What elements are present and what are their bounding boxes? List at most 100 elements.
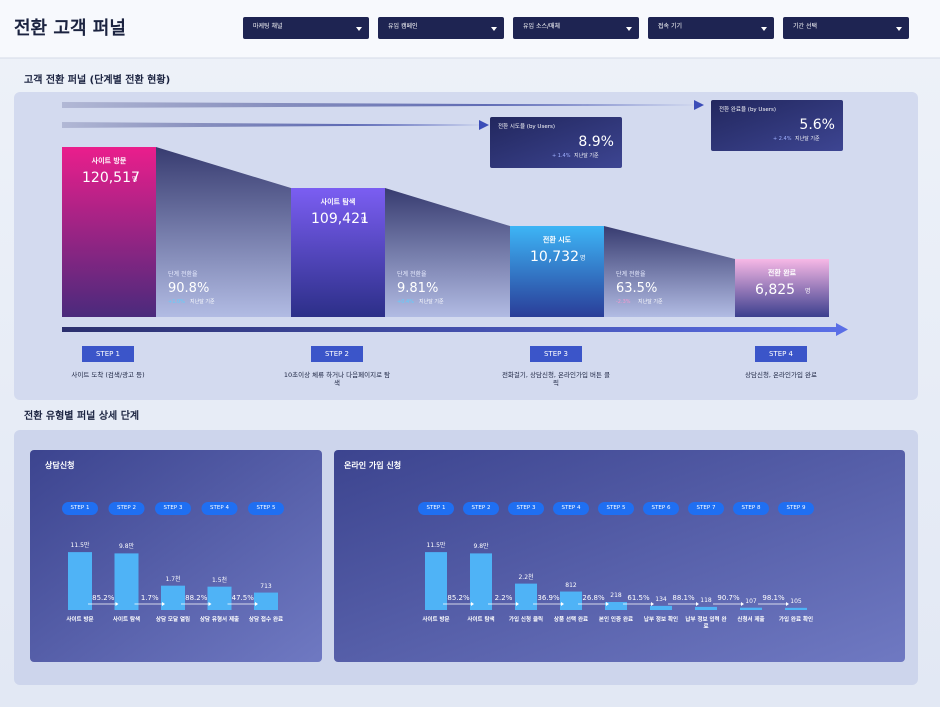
rate-label: 88.2% xyxy=(185,594,208,602)
filter-dropdown[interactable] xyxy=(378,17,504,39)
funnel-stage xyxy=(291,188,385,317)
funnel-stage xyxy=(62,147,156,317)
bar xyxy=(605,602,627,610)
step-pill xyxy=(733,502,769,515)
arrow-head xyxy=(561,602,564,606)
rate-change: +1.0% xyxy=(168,299,185,305)
step-label: STEP 4 xyxy=(561,505,581,511)
value-label: 218 xyxy=(610,592,622,600)
filter-dropdown[interactable] xyxy=(243,17,369,39)
arrow-head xyxy=(694,100,704,110)
step-label: STEP 4 xyxy=(210,505,229,511)
rate-label: 2.2% xyxy=(494,594,513,602)
rate-label: 단계 전환율 xyxy=(616,271,646,278)
funnel-wedge xyxy=(156,147,291,317)
step-label: STEP 1 xyxy=(95,350,121,358)
value-label: 713 xyxy=(260,582,272,590)
filter-label[interactable]: 기간 선택 xyxy=(793,23,817,30)
step-pill xyxy=(643,502,679,515)
value-label: 2.2천 xyxy=(518,573,534,581)
filter-dropdown[interactable] xyxy=(783,17,909,39)
arrow-head xyxy=(255,602,258,606)
step-label: STEP 2 xyxy=(471,505,491,511)
rate-value: 90.8% xyxy=(168,281,210,296)
value-label: 118 xyxy=(700,596,712,604)
rate-label: 61.5% xyxy=(627,594,650,602)
stage-unit: 명 xyxy=(361,217,367,224)
step-label: STEP 1 xyxy=(70,505,90,511)
flow-arrow xyxy=(62,327,838,332)
bar xyxy=(68,552,92,610)
category-label: 상담 모달 열림 xyxy=(155,617,191,623)
dropdown-caret xyxy=(356,27,362,31)
step-badge xyxy=(311,346,363,362)
dropdown-caret xyxy=(491,27,497,31)
step-pill xyxy=(201,502,238,515)
rate-label: 85.2% xyxy=(92,594,115,602)
value-label: 107 xyxy=(745,597,757,605)
kpi-card xyxy=(711,100,843,151)
kpi-change: + 2.4% xyxy=(773,136,792,142)
step-pill xyxy=(418,502,454,515)
filter-label[interactable]: 유입 소스/매체 xyxy=(523,23,561,30)
arrow-head xyxy=(786,602,789,606)
value-label: 1.7천 xyxy=(165,575,181,583)
arrow-head xyxy=(741,602,744,606)
rate-label: 단계 전환율 xyxy=(168,271,198,278)
bar xyxy=(650,605,672,610)
section-title: 전환 유형별 퍼널 상세 단계 xyxy=(24,411,140,422)
filter-label[interactable]: 유입 캠페인 xyxy=(388,23,418,30)
rate-value: 63.5% xyxy=(616,281,658,296)
dropdown-caret xyxy=(896,27,902,31)
value-label: 11.5만 xyxy=(426,542,446,550)
step-description: 사이트 도착 (검색/광고 등) xyxy=(71,371,145,379)
kpi-note: 지난달 기준 xyxy=(795,136,820,142)
step-pill xyxy=(463,502,499,515)
step-label: STEP 7 xyxy=(696,505,716,511)
filter-label[interactable]: 마케팅 채널 xyxy=(253,23,283,30)
stage-name: 사이트 방문 xyxy=(91,157,127,165)
step-description: 전화걸기, 상담신청, 온라인가입 버튼 클릭 xyxy=(501,371,611,387)
step-label: STEP 2 xyxy=(324,350,350,358)
stage-value: 6,825 xyxy=(755,282,796,298)
rate-label: 88.1% xyxy=(672,594,695,602)
category-label: 사이트 탐색 xyxy=(112,617,141,623)
stage-unit: 명 xyxy=(805,288,811,295)
stage-unit: 명 xyxy=(132,176,138,183)
category-label: 가입 완료 확인 xyxy=(778,617,814,623)
kpi-label: 전환 완료율 (by Users) xyxy=(719,107,776,113)
filter-dropdown[interactable] xyxy=(648,17,774,39)
category-label: 사이트 탐색 xyxy=(467,617,495,623)
kpi-change: + 1.4% xyxy=(552,153,571,159)
value-label: 9.8만 xyxy=(473,543,489,551)
arrow-head xyxy=(208,602,212,606)
step-pill xyxy=(108,502,145,515)
filter-dropdown[interactable] xyxy=(513,17,639,39)
step-pill xyxy=(155,502,191,515)
value-label: 105 xyxy=(790,597,802,605)
rate-label: 47.5% xyxy=(231,594,254,602)
rate-note: 지난달 기준 xyxy=(190,299,215,305)
stage-name: 전환 완료 xyxy=(767,269,797,277)
stage-value: 109,421 xyxy=(311,211,369,227)
bar xyxy=(470,553,492,610)
category-label: 납부 정보 확인 xyxy=(643,617,679,623)
step-label: STEP 6 xyxy=(651,505,671,511)
step-label: STEP 5 xyxy=(606,505,626,511)
rate-note: 지난달 기준 xyxy=(638,299,663,305)
step-label: STEP 4 xyxy=(768,350,794,358)
kpi-value: 5.6% xyxy=(799,117,835,133)
category-label: 신청서 제출 xyxy=(737,617,765,623)
bar xyxy=(560,591,582,610)
value-label: 1.5천 xyxy=(211,576,228,584)
flow-arrow xyxy=(62,122,485,128)
page-title: 전환 고객 퍼널 xyxy=(14,18,126,39)
step-pill xyxy=(778,502,814,515)
section-title: 고객 전환 퍼널 (단계별 전환 현황) xyxy=(24,75,171,86)
bar xyxy=(695,606,717,610)
rate-label: 36.9% xyxy=(537,594,560,602)
filter-label[interactable]: 접속 기기 xyxy=(658,23,682,30)
step-badge xyxy=(755,346,807,362)
value-label: 9.8만 xyxy=(118,543,135,551)
